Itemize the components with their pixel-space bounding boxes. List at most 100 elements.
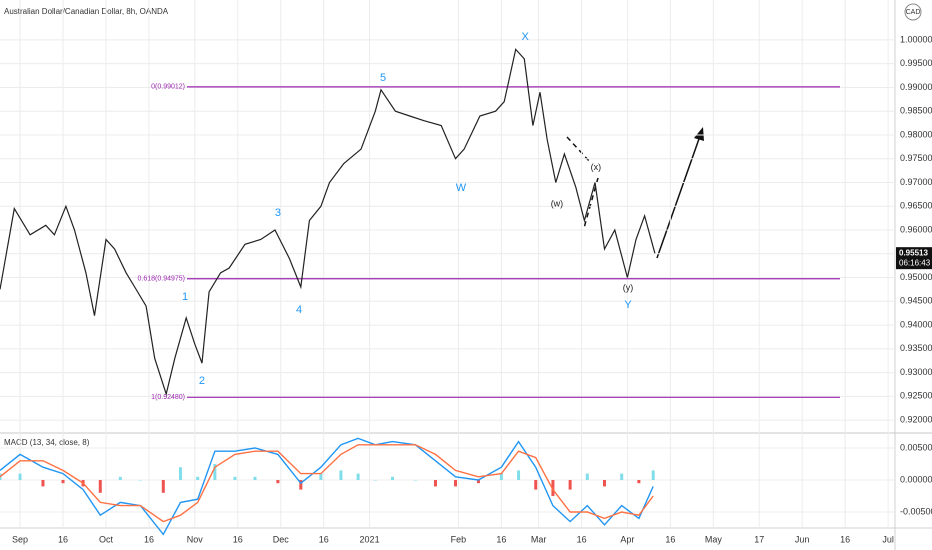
histogram-bar — [356, 473, 360, 481]
histogram-bar — [585, 473, 589, 481]
dashed-channel — [566, 136, 591, 163]
x-tick-label: May — [705, 534, 723, 544]
y-tick-label: 0.92500 — [900, 391, 932, 401]
y-tick-label: 0.99500 — [900, 58, 932, 68]
last-price-label: 0.95513 — [899, 248, 928, 257]
wave-label: 5 — [380, 72, 386, 84]
x-tick-label: 16 — [319, 534, 329, 544]
x-tick-label: Dec — [273, 534, 290, 544]
last-price-badge — [896, 247, 932, 270]
histogram-bar — [517, 470, 521, 481]
histogram-bar — [196, 476, 200, 481]
wave-label: 1 — [182, 291, 188, 303]
histogram-bar — [373, 480, 377, 481]
fib-label: 1(0.92480) — [151, 394, 185, 401]
histogram-bar — [499, 473, 503, 481]
histogram-bar — [138, 480, 142, 481]
currency-badge — [904, 3, 922, 21]
y-tick-label: 0.97500 — [900, 153, 932, 163]
x-tick-label: Jun — [795, 534, 810, 544]
projection-arrow — [656, 135, 701, 259]
histogram-bar — [534, 480, 538, 490]
y-tick-label: 0.95000 — [900, 272, 932, 282]
histogram-bar — [620, 473, 624, 481]
x-tick-label: 16 — [58, 534, 68, 544]
y-tick-label: 0.94000 — [900, 319, 932, 329]
macd-title: MACD (13, 34, close, 8) — [4, 438, 90, 447]
y-tick-label: 0.99000 — [900, 82, 932, 92]
y-tick-label: 0.93000 — [900, 367, 932, 377]
arrow-head — [694, 127, 704, 141]
x-tick-label: Mar — [531, 534, 547, 544]
wave-label: X — [521, 31, 529, 43]
x-tick-label: 2021 — [360, 534, 380, 544]
price-line — [0, 48, 656, 397]
histogram-bar — [433, 480, 437, 487]
y-tick-label: 0.93500 — [900, 343, 932, 353]
y-tick-label: 1.00000 — [900, 34, 932, 44]
histogram-bar — [161, 480, 165, 493]
currency-label: CAD — [906, 9, 921, 16]
histogram-bar — [253, 476, 257, 481]
y-tick-label: 0.00500 — [900, 442, 932, 452]
y-tick-label: 0.96500 — [900, 201, 932, 211]
histogram-bar — [390, 476, 394, 481]
histogram-bar — [476, 480, 480, 484]
histogram-bar — [651, 470, 655, 481]
macd-line — [0, 444, 654, 523]
chart-title: Australian Dollar/Canadian Dollar, 8h, O… — [4, 7, 169, 16]
x-tick-label: 16 — [233, 534, 243, 544]
x-tick-label: Apr — [620, 534, 634, 544]
wave-label: (x) — [591, 162, 602, 172]
y-tick-label: 0.92000 — [900, 414, 932, 424]
x-tick-label: 16 — [577, 534, 587, 544]
y-tick-label: 0.98000 — [900, 129, 932, 139]
wave-label: (y) — [623, 282, 634, 292]
histogram-bar — [233, 476, 237, 481]
histogram-bar — [568, 480, 572, 490]
y-tick-label: 0.94500 — [900, 296, 932, 306]
histogram-bar — [319, 473, 323, 481]
countdown-label: 06:16:43 — [899, 258, 931, 267]
histogram-bar — [413, 480, 417, 481]
wave-label: 2 — [199, 375, 205, 387]
y-tick-label: 0.96000 — [900, 224, 932, 234]
histogram-bar — [276, 480, 280, 484]
y-tick-label: -0.00500 — [900, 506, 932, 516]
histogram-bar — [178, 467, 182, 481]
y-tick-label: 0.98500 — [900, 106, 932, 116]
x-tick-label: 16 — [144, 534, 154, 544]
x-tick-label: 16 — [665, 534, 675, 544]
histogram-bar — [61, 480, 65, 484]
wave-label: 4 — [296, 304, 302, 316]
x-tick-label: 16 — [496, 534, 506, 544]
x-tick-label: 16 — [840, 534, 850, 544]
histogram-bar — [299, 480, 303, 490]
histogram-bar — [637, 480, 641, 484]
x-tick-label: Oct — [99, 534, 114, 544]
histogram-bar — [602, 480, 606, 487]
fib-label: 0.618(0.94975) — [138, 276, 185, 283]
histogram-bar — [118, 476, 122, 481]
histogram-bar — [41, 480, 45, 487]
y-tick-label: 0.97000 — [900, 177, 932, 187]
histogram-bar — [339, 470, 343, 481]
y-tick-label: 0.00000 — [900, 474, 932, 484]
histogram-bar — [213, 464, 217, 481]
wave-label: W — [456, 182, 467, 194]
histogram-bar — [18, 473, 22, 481]
histogram-bar — [551, 480, 555, 497]
fib-label: 0(0.99012) — [151, 84, 185, 91]
wave-label: Y — [624, 299, 632, 311]
histogram-bar — [98, 480, 102, 493]
x-tick-label: Jul — [882, 534, 894, 544]
wave-label: (w) — [551, 198, 564, 208]
x-tick-label: Sep — [12, 534, 28, 544]
wave-label: 3 — [275, 207, 281, 219]
x-tick-label: 17 — [754, 534, 764, 544]
histogram-bar — [454, 480, 458, 487]
